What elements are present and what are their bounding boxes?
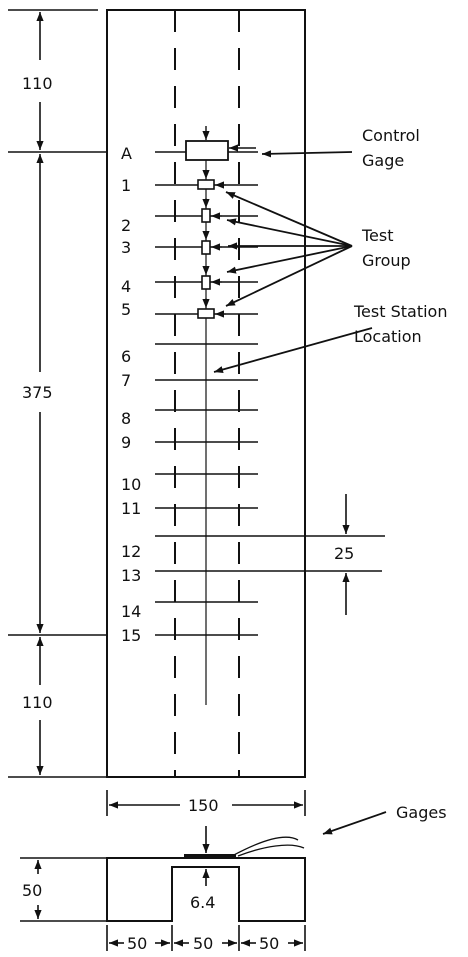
test-station-leader [213,327,373,374]
plate-outline [106,9,306,778]
control-gage-label-line2: Gage [362,151,404,170]
station-label-4: 4 [121,277,131,296]
gage-strip [184,854,236,858]
station-label-6: 6 [121,347,131,366]
gages-label: Gages [396,803,447,822]
left-dimensions [8,9,106,778]
station-label-3: 3 [121,238,131,257]
station-label-8: 8 [121,409,131,428]
station-labels: A 1 2 3 4 5 6 7 8 9 10 11 12 13 14 15 [121,144,141,645]
cross-section-profile [106,857,306,922]
height-dimension [20,857,106,922]
dim-middle-label: 375 [22,383,53,402]
station-label-5: 5 [121,300,131,319]
gage-arrows [202,170,226,318]
station-label-9: 9 [121,433,131,452]
station-label-1: 1 [121,176,131,195]
station-label-10: 10 [121,475,141,494]
width-dimension [106,790,306,816]
segment-left-label: 50 [127,934,147,953]
segment-right-label: 50 [259,934,279,953]
gage-5 [197,308,215,319]
control-gage-label-line1: Control [362,126,420,145]
dim-bottom-label: 110 [22,693,53,712]
gage-4 [201,275,211,290]
test-station-label-line2: Location [354,327,422,346]
test-group-leaders [225,191,353,307]
gage-1 [197,179,215,190]
dim-top-label: 110 [22,74,53,93]
station-label-12: 12 [121,542,141,561]
test-group-gages [197,179,215,319]
gage-2 [201,208,211,223]
station-label-13: 13 [121,566,141,585]
height-label: 50 [22,881,42,900]
control-gage [185,126,256,161]
station-label-14: 14 [121,602,141,621]
station-label-11: 11 [121,499,141,518]
test-station-label-line1: Test Station [353,302,447,321]
gage-3 [201,240,211,255]
segment-middle-label: 50 [193,934,213,953]
gage-wires [231,836,305,857]
gages-leader [322,811,387,835]
station-label-7: 7 [121,371,131,390]
control-gage-leader [261,150,353,158]
width-label: 150 [188,796,219,815]
segment-dimensions [106,925,306,951]
spacing-label: 25 [334,544,354,563]
groove-depth-label: 6.4 [190,893,215,912]
station-label-2: 2 [121,216,131,235]
test-group-label-line2: Group [362,251,411,270]
control-gage-box [185,140,229,161]
test-group-label-line1: Test [361,226,394,245]
station-label-A: A [121,144,132,163]
station-label-15: 15 [121,626,141,645]
